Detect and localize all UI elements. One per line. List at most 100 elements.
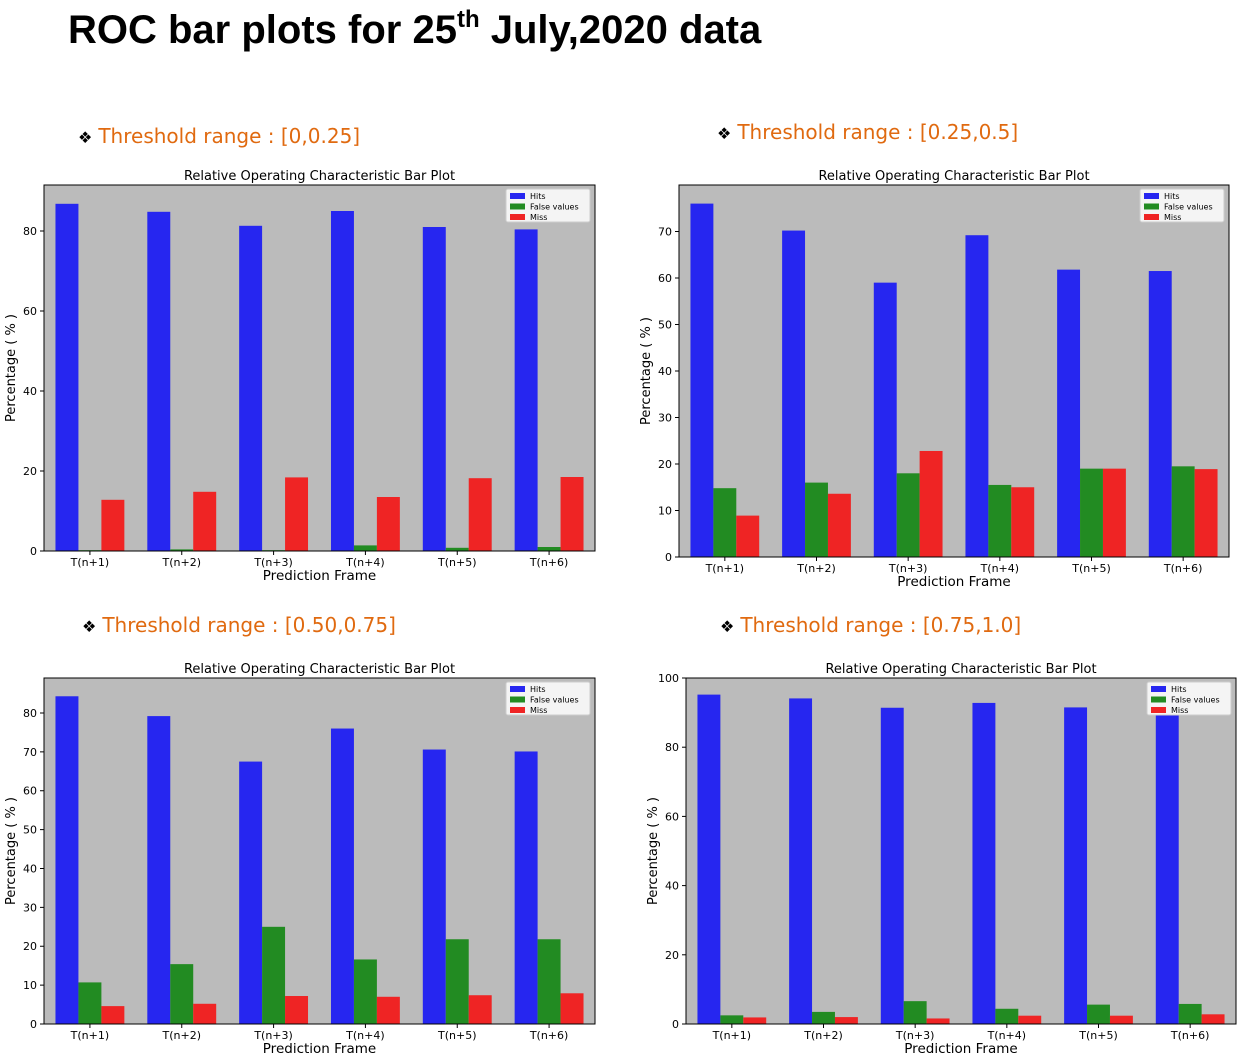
legend-box xyxy=(1146,681,1232,716)
legend-swatch xyxy=(1151,707,1166,713)
bar-false-values xyxy=(713,488,737,557)
bar-false-values xyxy=(812,1011,835,1024)
x-tick-label: T(n+4) xyxy=(345,556,385,569)
bar-hits xyxy=(873,282,897,557)
legend-label: False values xyxy=(1171,696,1220,705)
threshold-heading-2: ❖ Threshold range : [0.25,0.5] xyxy=(717,120,1018,144)
legend-swatch xyxy=(1151,696,1166,703)
legend-box xyxy=(505,681,591,716)
x-tick-label: T(n+4) xyxy=(980,562,1020,575)
x-tick-label: T(n+2) xyxy=(162,556,202,569)
legend-swatch xyxy=(1144,203,1159,210)
bar-false-values xyxy=(1080,468,1103,557)
legend-box xyxy=(1139,188,1225,223)
bar-false-values xyxy=(78,982,102,1024)
legend-swatch xyxy=(510,214,525,220)
x-axis-label: Prediction Frame xyxy=(897,574,1010,590)
bar-miss xyxy=(1011,487,1035,557)
bar-miss xyxy=(736,515,760,557)
plot-area xyxy=(44,678,595,1024)
x-tick-label: T(n+6) xyxy=(529,556,569,569)
bar-miss xyxy=(468,478,492,551)
bar-miss xyxy=(468,995,492,1024)
bar-false-values xyxy=(1178,1003,1202,1024)
bar-hits xyxy=(789,698,813,1024)
bar-miss xyxy=(285,477,309,551)
bar-false-values xyxy=(445,547,469,551)
x-tick-label: T(n+5) xyxy=(437,1029,477,1042)
y-tick-label: 30 xyxy=(658,412,672,425)
threshold-heading-4-text: Threshold range : [0.75,1.0] xyxy=(740,613,1022,637)
bar-hits xyxy=(1155,709,1179,1024)
x-tick-label: T(n+5) xyxy=(437,556,477,569)
legend-swatch xyxy=(510,696,525,703)
x-tick-label: T(n+3) xyxy=(253,1029,293,1042)
plot-frame xyxy=(678,184,1230,558)
bar-miss xyxy=(101,1006,125,1024)
bar-hits xyxy=(1148,271,1172,557)
bar-hits xyxy=(514,229,538,551)
bar-false-values xyxy=(170,964,194,1024)
y-tick-label: 50 xyxy=(658,319,672,332)
bar-miss xyxy=(376,996,400,1024)
bar-miss xyxy=(1102,468,1126,557)
y-axis-label: Percentage ( % ) xyxy=(646,797,661,905)
bar-hits xyxy=(1064,707,1088,1024)
bar-miss xyxy=(1201,1014,1225,1024)
x-axis-label: Prediction Frame xyxy=(904,1041,1017,1057)
bar-hits xyxy=(147,716,171,1024)
legend-label: Hits xyxy=(1171,685,1187,694)
bar-miss xyxy=(827,493,851,557)
bar-hits xyxy=(690,203,714,557)
bar-hits xyxy=(147,211,171,552)
bar-miss xyxy=(743,1017,767,1024)
bar-miss xyxy=(101,499,125,551)
y-axis-label: Percentage ( % ) xyxy=(4,314,19,422)
y-tick-label: 0 xyxy=(30,545,37,558)
bar-false-values xyxy=(903,1001,927,1024)
x-tick-label: T(n+6) xyxy=(1170,1029,1210,1042)
bar-hits xyxy=(1057,269,1081,557)
threshold-heading-4: ❖ Threshold range : [0.75,1.0] xyxy=(720,613,1021,637)
plot-area xyxy=(679,185,1229,557)
bar-miss xyxy=(1018,1015,1042,1024)
bar-miss xyxy=(919,450,943,557)
bar-false-values xyxy=(1087,1004,1110,1024)
bar-hits xyxy=(330,211,354,551)
page-title-main: ROC bar plots for 25 xyxy=(68,8,457,52)
plot-frame xyxy=(43,677,596,1025)
bar-false-values xyxy=(995,1008,1019,1024)
legend-swatch xyxy=(510,203,525,210)
legend-label: Hits xyxy=(530,685,546,694)
y-tick-label: 10 xyxy=(23,979,37,992)
bar-false-values xyxy=(988,484,1012,557)
bar-false-values xyxy=(537,939,561,1024)
legend-swatch xyxy=(510,686,525,692)
bar-false-values xyxy=(353,545,377,551)
x-tick-label: T(n+4) xyxy=(345,1029,385,1042)
legend-box xyxy=(505,188,591,223)
chart-title: Relative Operating Characteristic Bar Pl… xyxy=(825,662,1096,677)
diamond-bullet-icon: ❖ xyxy=(78,128,93,147)
y-tick-label: 40 xyxy=(23,385,37,398)
x-tick-label: T(n+3) xyxy=(888,562,928,575)
y-tick-label: 40 xyxy=(23,862,37,875)
x-tick-label: T(n+5) xyxy=(1078,1029,1118,1042)
threshold-heading-2-text: Threshold range : [0.25,0.5] xyxy=(737,120,1019,144)
y-tick-label: 20 xyxy=(23,940,37,953)
bar-hits xyxy=(55,696,79,1024)
threshold-heading-3-text: Threshold range : [0.50,0.75] xyxy=(102,613,396,637)
threshold-heading-1-text: Threshold range : [0,0.25] xyxy=(98,124,361,148)
x-tick-label: T(n+5) xyxy=(1071,562,1111,575)
legend-swatch xyxy=(510,193,525,199)
legend-label: Miss xyxy=(530,213,547,222)
legend-swatch xyxy=(1144,193,1159,199)
bar-miss xyxy=(1109,1015,1133,1024)
x-tick-label: T(n+1) xyxy=(705,562,745,575)
bar-false-values xyxy=(170,549,194,551)
bar-hits xyxy=(880,707,904,1024)
x-tick-label: T(n+4) xyxy=(987,1029,1027,1042)
y-tick-label: 50 xyxy=(23,824,37,837)
